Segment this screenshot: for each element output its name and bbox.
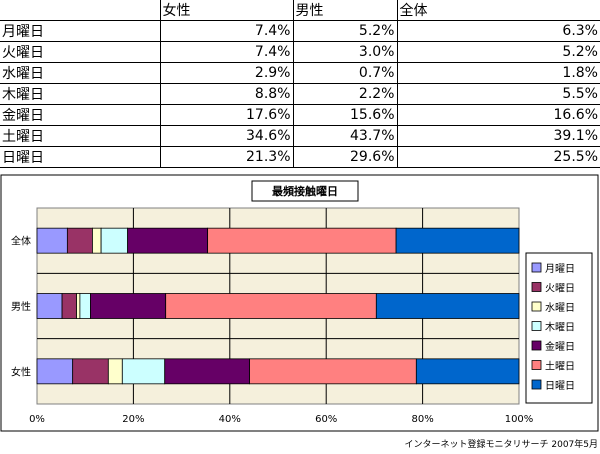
legend-swatch — [531, 379, 542, 390]
table-row: 水曜日 2.9% 0.7% 1.8% — [0, 62, 600, 84]
header-cell-female: 女性 — [159, 0, 293, 21]
table-row: 火曜日 7.4% 3.0% 5.2% — [0, 41, 600, 63]
day-cell: 月曜日 — [0, 20, 160, 42]
x-tick-label: 0% — [29, 414, 45, 425]
x-tick-label: 60% — [315, 414, 337, 425]
female-cell: 7.4% — [159, 41, 293, 63]
female-cell: 7.4% — [159, 20, 293, 42]
bar-segment — [107, 358, 123, 385]
day-cell: 木曜日 — [0, 83, 160, 105]
bar-segment — [76, 293, 81, 319]
x-tick-label: 20% — [122, 414, 144, 425]
total-cell: 1.8% — [396, 62, 600, 84]
header-cell-male: 男性 — [292, 0, 397, 21]
day-cell: 水曜日 — [0, 62, 160, 84]
female-cell: 8.8% — [159, 83, 293, 105]
bar-segment — [164, 358, 250, 385]
bar-segment — [121, 358, 166, 385]
data-table: 女性 男性 全体 月曜日 7.4% 5.2% 6.3% 火曜日 7.4% 3.0% 5.2% 水… — [0, 0, 600, 168]
legend-swatch — [531, 282, 542, 292]
category-label: 男性 — [11, 300, 31, 313]
total-cell: 6.3% — [396, 20, 600, 42]
total-cell: 39.1% — [396, 125, 600, 147]
bar-segment — [36, 293, 63, 319]
female-cell: 2.9% — [159, 62, 293, 84]
bar-segment — [36, 358, 74, 385]
bar-segment — [165, 293, 377, 319]
bar-segment — [207, 227, 397, 254]
bar-segment — [127, 227, 209, 254]
total-cell: 5.2% — [396, 41, 600, 63]
table-row: 日曜日 21.3% 29.6% 25.5% — [0, 146, 600, 168]
female-cell: 21.3% — [159, 146, 293, 168]
x-tick-label: 40% — [219, 414, 241, 425]
table-row: 金曜日 17.6% 15.6% 16.6% — [0, 104, 600, 126]
source-note: インターネット登録モニタリサーチ 2007年5月 — [404, 440, 599, 450]
female-cell: 17.6% — [159, 104, 293, 126]
bar-segment — [395, 227, 520, 254]
category-label: 女性 — [11, 365, 31, 378]
total-cell: 5.5% — [396, 83, 600, 105]
bar-segment — [66, 227, 93, 254]
category-label: 全体 — [11, 235, 31, 248]
x-tick-label: 80% — [411, 414, 433, 425]
legend-swatch — [531, 340, 542, 351]
day-cell: 火曜日 — [0, 41, 160, 63]
legend-swatch — [531, 262, 542, 273]
chart-title: 最頻接触曜日 — [272, 184, 338, 198]
bar-segment — [100, 227, 129, 254]
bar-segment — [90, 293, 167, 319]
legend-label: 日曜日 — [545, 380, 575, 392]
legend-label: 水曜日 — [545, 302, 575, 314]
bar-segment — [375, 293, 520, 319]
male-cell: 29.6% — [292, 146, 397, 168]
header-cell-day — [0, 0, 160, 21]
legend-label: 火曜日 — [545, 283, 575, 295]
chart-title-box — [251, 180, 359, 202]
bar-segment — [92, 227, 102, 254]
bar-segment — [415, 358, 520, 385]
table-header-row: 女性 男性 全体 — [0, 0, 600, 21]
total-cell: 25.5% — [396, 146, 600, 168]
bar-segment — [72, 358, 109, 385]
male-cell: 3.0% — [292, 41, 397, 63]
table-row: 土曜日 34.6% 43.7% 39.1% — [0, 125, 600, 147]
day-cell: 土曜日 — [0, 125, 160, 147]
total-cell: 16.6% — [396, 104, 600, 126]
male-cell: 2.2% — [292, 83, 397, 105]
header-cell-total: 全体 — [396, 0, 600, 21]
table-row: 木曜日 8.8% 2.2% 5.5% — [0, 83, 600, 105]
bar-segment — [36, 227, 68, 254]
table-row: 月曜日 7.4% 5.2% 6.3% — [0, 20, 600, 42]
bar-segment — [79, 293, 91, 319]
male-cell: 15.6% — [292, 104, 397, 126]
legend-swatch — [531, 321, 542, 331]
legend-label: 金曜日 — [545, 340, 575, 353]
male-cell: 43.7% — [292, 125, 397, 147]
male-cell: 5.2% — [292, 20, 397, 42]
male-cell: 0.7% — [292, 62, 397, 84]
bar-segment — [61, 293, 77, 319]
legend-label: 月曜日 — [545, 263, 575, 275]
legend-swatch — [531, 360, 542, 370]
legend-label: 土曜日 — [545, 360, 575, 373]
legend-label: 木曜日 — [545, 322, 575, 334]
legend-swatch — [531, 301, 542, 312]
x-tick-label: 100% — [505, 414, 534, 425]
day-cell: 日曜日 — [0, 146, 160, 168]
bar-segment — [249, 358, 417, 385]
day-cell: 金曜日 — [0, 104, 160, 126]
female-cell: 34.6% — [159, 125, 293, 147]
